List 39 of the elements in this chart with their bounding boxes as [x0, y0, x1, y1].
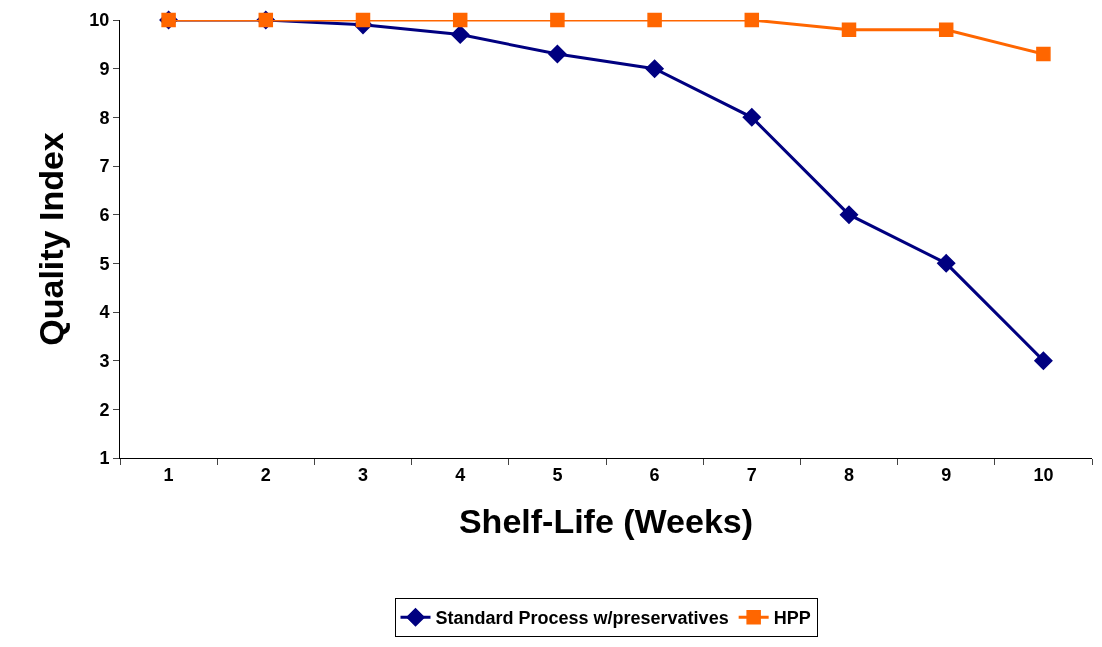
y-tick-label: 9 [99, 58, 110, 79]
y-tick-label: 4 [99, 302, 110, 323]
point [550, 12, 565, 28]
y-tick-label: 3 [99, 350, 110, 371]
point [451, 25, 470, 44]
point [938, 22, 954, 37]
x-tick-label: 8 [843, 464, 855, 485]
x-tick-label: 10 [1033, 464, 1054, 485]
legend-label: Standard Process w/preservatives [435, 608, 729, 629]
x-tick-label: 9 [941, 464, 952, 485]
x-tick-label: 5 [552, 464, 563, 485]
point [452, 12, 468, 28]
point [645, 59, 664, 78]
x-tick-label: 6 [649, 464, 660, 485]
point [839, 205, 859, 224]
y-tick-label: 1 [99, 448, 110, 469]
x-tick-label: 7 [746, 464, 757, 485]
point [841, 22, 857, 37]
y-axis-title: Quality Index [31, 132, 70, 346]
y-tick-label: 10 [89, 10, 110, 31]
point [937, 254, 956, 273]
y-tick-label: 7 [99, 156, 110, 177]
x-tick-label: 2 [260, 464, 271, 485]
point [742, 108, 761, 127]
point [1034, 351, 1053, 370]
point [1036, 46, 1051, 62]
y-tick-label: 8 [99, 107, 110, 128]
x-tick-label: 3 [357, 464, 369, 485]
point [355, 12, 371, 28]
x-tick-label: 1 [163, 464, 174, 485]
y-tick-label: 6 [99, 204, 110, 225]
x-axis-title: Shelf-Life (Weeks) [458, 501, 754, 540]
y-tick-label: 5 [99, 253, 110, 274]
point [548, 44, 567, 64]
y-tick-label: 2 [99, 399, 110, 420]
legend-label: HPP [773, 608, 811, 629]
x-tick-label: 4 [455, 464, 466, 485]
point [744, 12, 760, 28]
point [647, 12, 662, 28]
